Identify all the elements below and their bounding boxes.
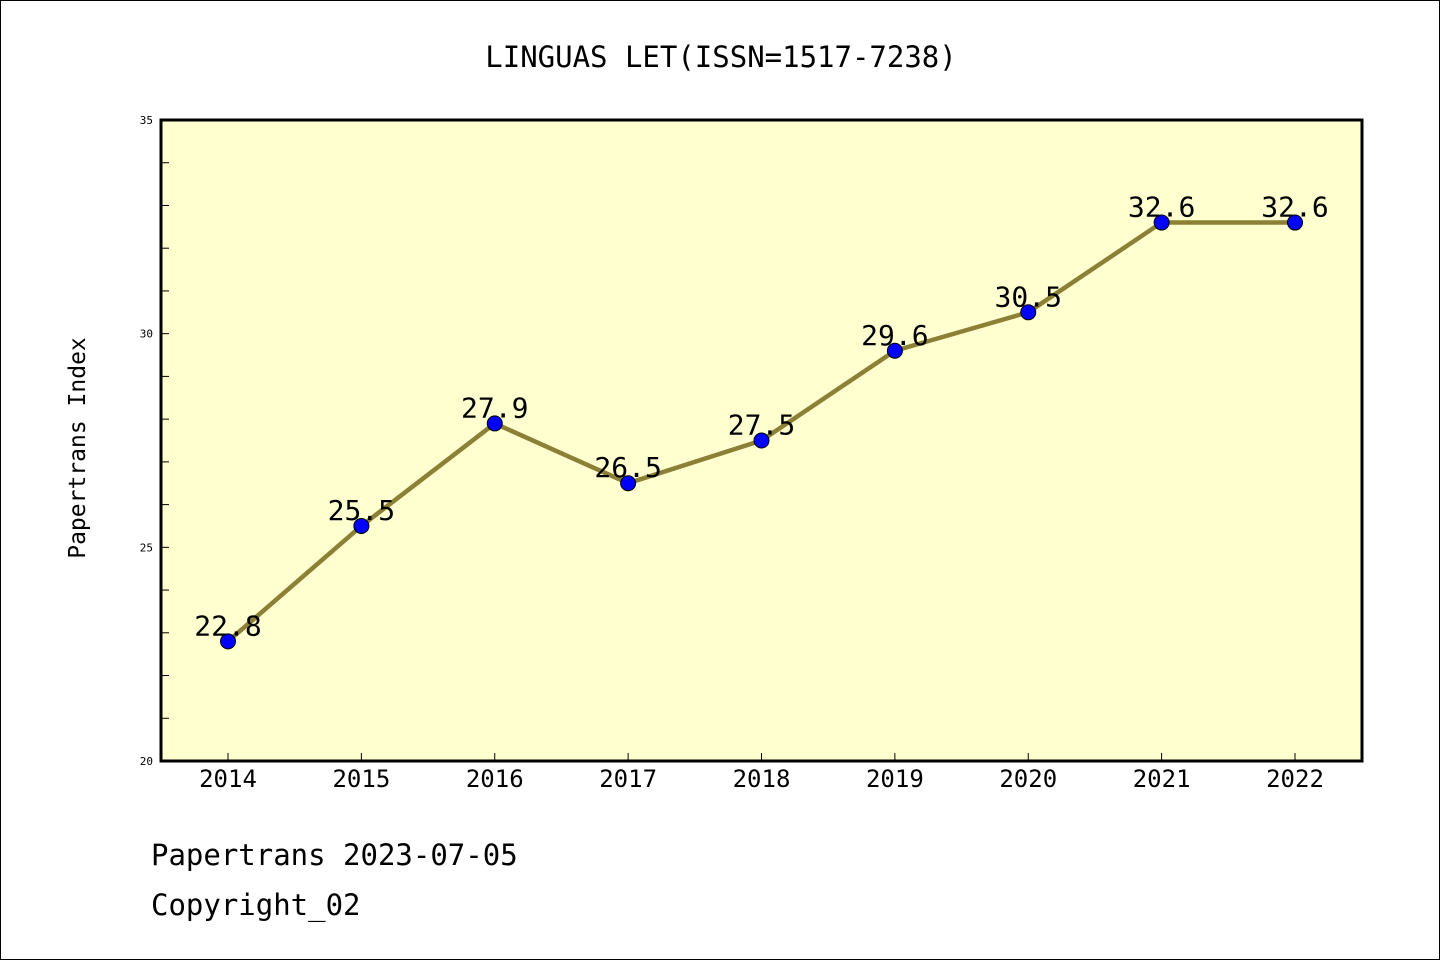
data-point: [220, 633, 236, 650]
data-label: 27.9: [461, 391, 528, 424]
x-ticks: [227, 753, 1296, 761]
data-label: 25.5: [328, 494, 395, 527]
y-tick-labels: 20 25 30 35: [140, 114, 153, 768]
y-tick-label: 30: [140, 328, 153, 341]
data-label: 32.6: [1128, 191, 1195, 224]
data-label: 27.5: [728, 409, 795, 442]
data-label: 30.5: [995, 280, 1062, 313]
x-tick-label: 2018: [733, 765, 791, 793]
x-tick-label: 2022: [1266, 765, 1324, 793]
y-minor-ticks: [161, 162, 169, 719]
data-point: [886, 342, 903, 359]
data-markers: [220, 214, 1303, 650]
x-tick-labels: 2014 2015 2016 2017 2018 2019 2020 2021 2022: [199, 765, 1324, 793]
y-tick-label: 20: [140, 755, 153, 768]
x-tick-label: 2021: [1133, 765, 1191, 793]
y-tick-label: 35: [140, 114, 153, 127]
x-tick-label: 2014: [199, 765, 257, 793]
chart-title: LINGUAS LET(ISSN=1517-7238): [485, 40, 956, 74]
data-label: 29.6: [861, 319, 928, 352]
data-point: [353, 517, 370, 534]
y-axis-label: Papertrans Index: [65, 337, 91, 559]
data-labels: 22.8 25.5 27.9 26.5 27.5 29.6 30.5 32.6 32.6: [194, 191, 1328, 643]
data-label: 22.8: [194, 609, 261, 642]
data-label: 32.6: [1261, 191, 1328, 224]
data-point: [1287, 214, 1303, 231]
x-tick-label: 2015: [332, 765, 390, 793]
data-point: [1153, 214, 1170, 231]
footer-source-line: Papertrans 2023-07-05: [151, 838, 518, 872]
x-tick-label: 2016: [466, 765, 524, 793]
data-point: [620, 475, 637, 492]
footer-copyright: Copyright_02: [151, 888, 361, 923]
x-tick-label: 2019: [866, 765, 924, 793]
data-point: [753, 432, 770, 449]
y-tick-label: 25: [140, 541, 153, 554]
x-tick-label: 2017: [599, 765, 657, 793]
data-point: [486, 415, 503, 432]
x-tick-label: 2020: [999, 765, 1057, 793]
data-point: [1020, 304, 1037, 321]
data-label: 26.5: [594, 451, 661, 484]
